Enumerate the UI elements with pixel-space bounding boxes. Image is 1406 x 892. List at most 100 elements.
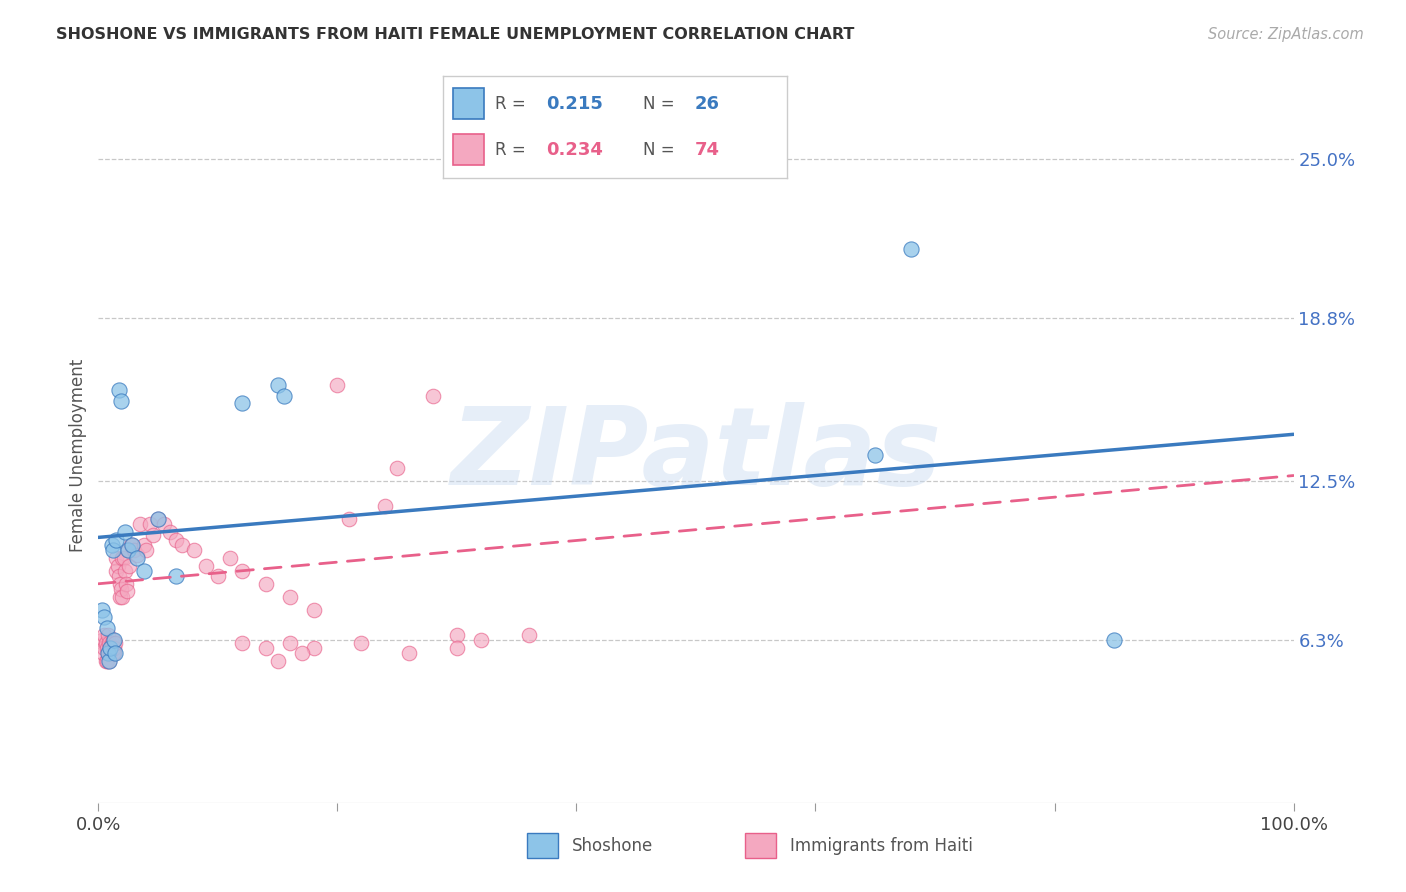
- Point: [863, 448, 887, 462]
- Point: [207, 569, 229, 583]
- Point: [124, 543, 146, 558]
- Point: [194, 558, 218, 573]
- Text: 0.215: 0.215: [546, 95, 603, 112]
- Text: Immigrants from Haiti: Immigrants from Haiti: [790, 837, 973, 855]
- Point: [96, 641, 118, 656]
- Point: [98, 654, 121, 668]
- Point: [97, 646, 120, 660]
- Point: [517, 628, 540, 642]
- Point: [91, 602, 114, 616]
- Text: SHOSHONE VS IMMIGRANTS FROM HAITI FEMALE UNEMPLOYMENT CORRELATION CHART: SHOSHONE VS IMMIGRANTS FROM HAITI FEMALE…: [56, 27, 855, 42]
- Point: [339, 512, 360, 526]
- Point: [267, 654, 290, 668]
- Point: [98, 654, 121, 668]
- Point: [114, 564, 136, 578]
- Point: [267, 378, 290, 392]
- Point: [97, 646, 120, 660]
- Text: 26: 26: [695, 95, 720, 112]
- Point: [125, 551, 148, 566]
- Point: [101, 633, 124, 648]
- Point: [121, 538, 143, 552]
- Point: [107, 569, 129, 583]
- Point: [100, 538, 122, 552]
- FancyBboxPatch shape: [453, 135, 484, 165]
- Point: [100, 636, 122, 650]
- Point: [350, 636, 373, 650]
- Point: [115, 576, 138, 591]
- Point: [183, 543, 205, 558]
- Text: N =: N =: [643, 141, 679, 159]
- Point: [302, 641, 325, 656]
- Point: [105, 564, 128, 578]
- Text: Source: ZipAtlas.com: Source: ZipAtlas.com: [1208, 27, 1364, 42]
- FancyBboxPatch shape: [453, 88, 484, 119]
- Point: [385, 460, 409, 475]
- Point: [153, 517, 176, 532]
- Point: [120, 538, 142, 552]
- Point: [135, 543, 157, 558]
- Point: [96, 621, 118, 635]
- Point: [1102, 633, 1125, 648]
- Point: [110, 393, 132, 408]
- Point: [446, 628, 468, 642]
- Point: [103, 646, 125, 660]
- Text: 0.234: 0.234: [546, 141, 603, 159]
- Point: [254, 576, 277, 591]
- Point: [105, 551, 128, 566]
- Text: ZIPatlas: ZIPatlas: [450, 402, 942, 508]
- Point: [374, 500, 396, 514]
- Point: [91, 633, 114, 648]
- Point: [398, 646, 420, 660]
- Point: [111, 551, 134, 566]
- Point: [159, 525, 181, 540]
- Point: [107, 558, 129, 573]
- Point: [132, 564, 155, 578]
- Point: [254, 641, 277, 656]
- Point: [278, 590, 301, 604]
- Point: [302, 602, 325, 616]
- Point: [96, 654, 118, 668]
- Point: [446, 641, 468, 656]
- Point: [93, 628, 115, 642]
- Point: [278, 636, 301, 650]
- Point: [103, 641, 125, 656]
- Point: [93, 641, 115, 656]
- Text: R =: R =: [495, 141, 530, 159]
- Point: [98, 646, 122, 660]
- Point: [231, 396, 253, 410]
- Point: [115, 584, 138, 599]
- FancyBboxPatch shape: [527, 833, 558, 858]
- Text: N =: N =: [643, 95, 679, 112]
- Point: [97, 628, 120, 642]
- Point: [98, 641, 122, 656]
- FancyBboxPatch shape: [745, 833, 776, 858]
- Point: [112, 551, 135, 566]
- Point: [118, 558, 141, 573]
- Point: [111, 590, 134, 604]
- Point: [98, 641, 122, 656]
- Point: [101, 543, 124, 558]
- Point: [470, 633, 492, 648]
- Point: [172, 538, 194, 552]
- Point: [117, 543, 139, 558]
- Point: [125, 549, 148, 563]
- Text: Shoshone: Shoshone: [572, 837, 654, 855]
- Point: [231, 564, 253, 578]
- Text: 74: 74: [695, 141, 720, 159]
- Point: [94, 654, 117, 668]
- Point: [291, 646, 314, 660]
- Point: [110, 582, 132, 596]
- Point: [132, 538, 155, 552]
- Point: [98, 636, 121, 650]
- Point: [104, 646, 127, 660]
- Point: [273, 389, 295, 403]
- Point: [231, 636, 253, 650]
- Point: [104, 636, 127, 650]
- Point: [114, 525, 136, 540]
- Point: [121, 538, 143, 552]
- Point: [139, 517, 162, 532]
- Point: [219, 551, 242, 566]
- Point: [107, 384, 129, 398]
- Point: [93, 610, 115, 624]
- Y-axis label: Female Unemployment: Female Unemployment: [69, 359, 87, 551]
